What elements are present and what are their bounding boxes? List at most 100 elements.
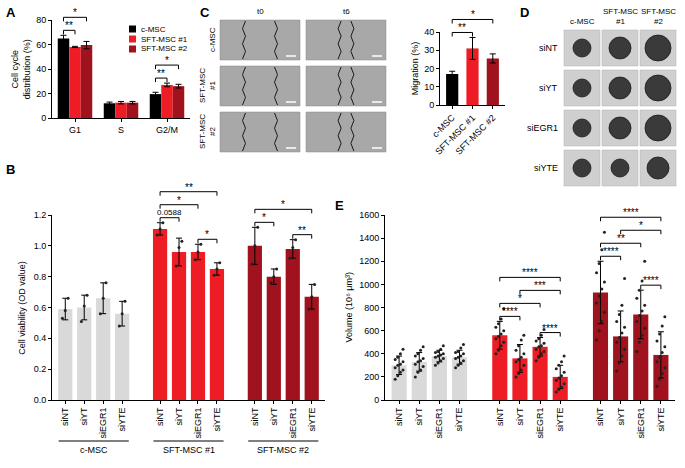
- svg-text:0.2: 0.2: [34, 364, 47, 374]
- svg-text:siYT: siYT: [515, 407, 525, 426]
- svg-text:siEGR1: siEGR1: [98, 408, 108, 439]
- svg-text:0.6: 0.6: [34, 303, 47, 313]
- svg-text:siYTE: siYTE: [212, 408, 222, 432]
- svg-text:SFT-MSC #1: SFT-MSC #1: [163, 445, 215, 455]
- svg-text:c-MSC: c-MSC: [570, 17, 595, 26]
- svg-text:siYTE: siYTE: [117, 408, 127, 432]
- svg-text:SFT-MSC #2: SFT-MSC #2: [257, 445, 309, 455]
- svg-text:**: **: [458, 22, 466, 33]
- svg-text:siNT: siNT: [595, 407, 605, 426]
- svg-text:A: A: [6, 5, 16, 20]
- svg-text:40: 40: [36, 64, 46, 74]
- svg-text:****: ****: [643, 275, 659, 286]
- svg-text:siYT: siYT: [79, 407, 89, 426]
- svg-text:siNT: siNT: [495, 407, 505, 426]
- svg-text:1200: 1200: [359, 256, 379, 266]
- svg-text:800: 800: [364, 303, 379, 313]
- svg-text:siEGR1: siEGR1: [636, 408, 646, 439]
- svg-text:400: 400: [364, 349, 379, 359]
- svg-text:*: *: [281, 199, 285, 210]
- svg-text:siEGR1: siEGR1: [535, 408, 545, 439]
- svg-text:SFT-MSC#1: SFT-MSC#1: [603, 7, 638, 26]
- svg-text:****: ****: [502, 306, 518, 317]
- svg-text:siNT: siNT: [394, 407, 404, 426]
- svg-text:siYT: siYT: [539, 83, 558, 93]
- svg-text:60: 60: [36, 40, 46, 50]
- svg-text:siNT: siNT: [155, 407, 165, 426]
- svg-text:1600: 1600: [359, 210, 379, 220]
- svg-text:siEGR1: siEGR1: [434, 408, 444, 439]
- svg-text:B: B: [6, 162, 15, 177]
- svg-text:0.8: 0.8: [34, 272, 47, 282]
- svg-text:S: S: [118, 125, 124, 135]
- svg-text:SFT-MSC#2: SFT-MSC#2: [198, 114, 217, 149]
- svg-text:*: *: [205, 229, 209, 240]
- svg-text:C: C: [200, 5, 210, 20]
- svg-text:c-MSC: c-MSC: [208, 27, 217, 52]
- svg-text:0: 0: [429, 100, 434, 110]
- svg-text:Volume (10⁶ μm³): Volume (10⁶ μm³): [344, 272, 354, 342]
- svg-text:siYTE: siYTE: [454, 408, 464, 432]
- svg-text:0.0588: 0.0588: [157, 208, 182, 217]
- svg-text:20: 20: [36, 89, 46, 99]
- svg-text:1400: 1400: [359, 233, 379, 243]
- svg-text:1.0: 1.0: [34, 241, 47, 251]
- svg-text:*: *: [518, 293, 522, 304]
- svg-text:siYTE: siYTE: [555, 408, 565, 432]
- svg-text:Migration (%): Migration (%): [410, 42, 420, 96]
- svg-text:*: *: [471, 9, 475, 20]
- svg-text:Cell viability (OD value): Cell viability (OD value): [17, 261, 27, 355]
- svg-text:SFT-MSC #2: SFT-MSC #2: [141, 44, 188, 53]
- svg-text:*: *: [73, 7, 77, 18]
- svg-text:c-MSC: c-MSC: [430, 112, 457, 139]
- svg-text:Cell cycledistribution (%): Cell cycledistribution (%): [10, 39, 32, 99]
- svg-text:siYT: siYT: [414, 407, 424, 426]
- svg-text:siYTE: siYTE: [656, 408, 666, 432]
- svg-text:siNT: siNT: [250, 407, 260, 426]
- svg-text:**: **: [157, 68, 165, 79]
- svg-text:siEGR1: siEGR1: [288, 408, 298, 439]
- svg-text:10: 10: [424, 82, 434, 92]
- svg-text:c-MSC: c-MSC: [141, 25, 166, 34]
- svg-text:**: **: [617, 233, 625, 244]
- svg-text:t0: t0: [257, 7, 264, 16]
- svg-text:*: *: [165, 55, 169, 66]
- svg-text:0: 0: [41, 113, 46, 123]
- svg-text:SFT-MSC #1: SFT-MSC #1: [433, 113, 477, 157]
- svg-text:SFT-MSC #1: SFT-MSC #1: [141, 35, 188, 44]
- svg-text:G2/M: G2/M: [156, 125, 178, 135]
- svg-text:siYT: siYT: [174, 407, 184, 426]
- svg-text:****: ****: [623, 207, 639, 218]
- svg-text:40: 40: [424, 27, 434, 37]
- svg-text:1000: 1000: [359, 280, 379, 290]
- svg-text:SFT-MSC #2: SFT-MSC #2: [454, 113, 498, 157]
- svg-text:siYT: siYT: [269, 407, 279, 426]
- svg-text:D: D: [520, 5, 529, 20]
- svg-text:1.2: 1.2: [34, 210, 47, 220]
- svg-text:20: 20: [424, 64, 434, 74]
- svg-text:siNT: siNT: [60, 407, 70, 426]
- svg-text:t6: t6: [343, 7, 350, 16]
- svg-text:siYTE: siYTE: [534, 163, 558, 173]
- svg-text:200: 200: [364, 372, 379, 382]
- svg-text:*: *: [639, 220, 643, 231]
- svg-text:E: E: [335, 198, 344, 213]
- svg-text:SFT-MSC#1: SFT-MSC#1: [198, 68, 217, 103]
- svg-text:c-MSC: c-MSC: [80, 445, 108, 455]
- svg-text:***: ***: [534, 280, 546, 291]
- svg-text:**: **: [65, 20, 73, 31]
- svg-text:**: **: [185, 182, 193, 193]
- svg-text:*: *: [262, 212, 266, 223]
- svg-text:600: 600: [364, 326, 379, 336]
- svg-text:0: 0: [374, 395, 379, 405]
- svg-text:****: ****: [522, 267, 538, 278]
- svg-text:G1: G1: [69, 125, 81, 135]
- svg-text:siEGR1: siEGR1: [193, 408, 203, 439]
- svg-text:siYTE: siYTE: [307, 408, 317, 432]
- svg-text:SFT-MSC#2: SFT-MSC#2: [641, 7, 676, 26]
- svg-text:80: 80: [36, 15, 46, 25]
- svg-text:siEGR1: siEGR1: [527, 123, 558, 133]
- svg-text:**: **: [298, 225, 306, 236]
- svg-text:*: *: [177, 195, 181, 206]
- svg-text:****: ****: [542, 323, 558, 334]
